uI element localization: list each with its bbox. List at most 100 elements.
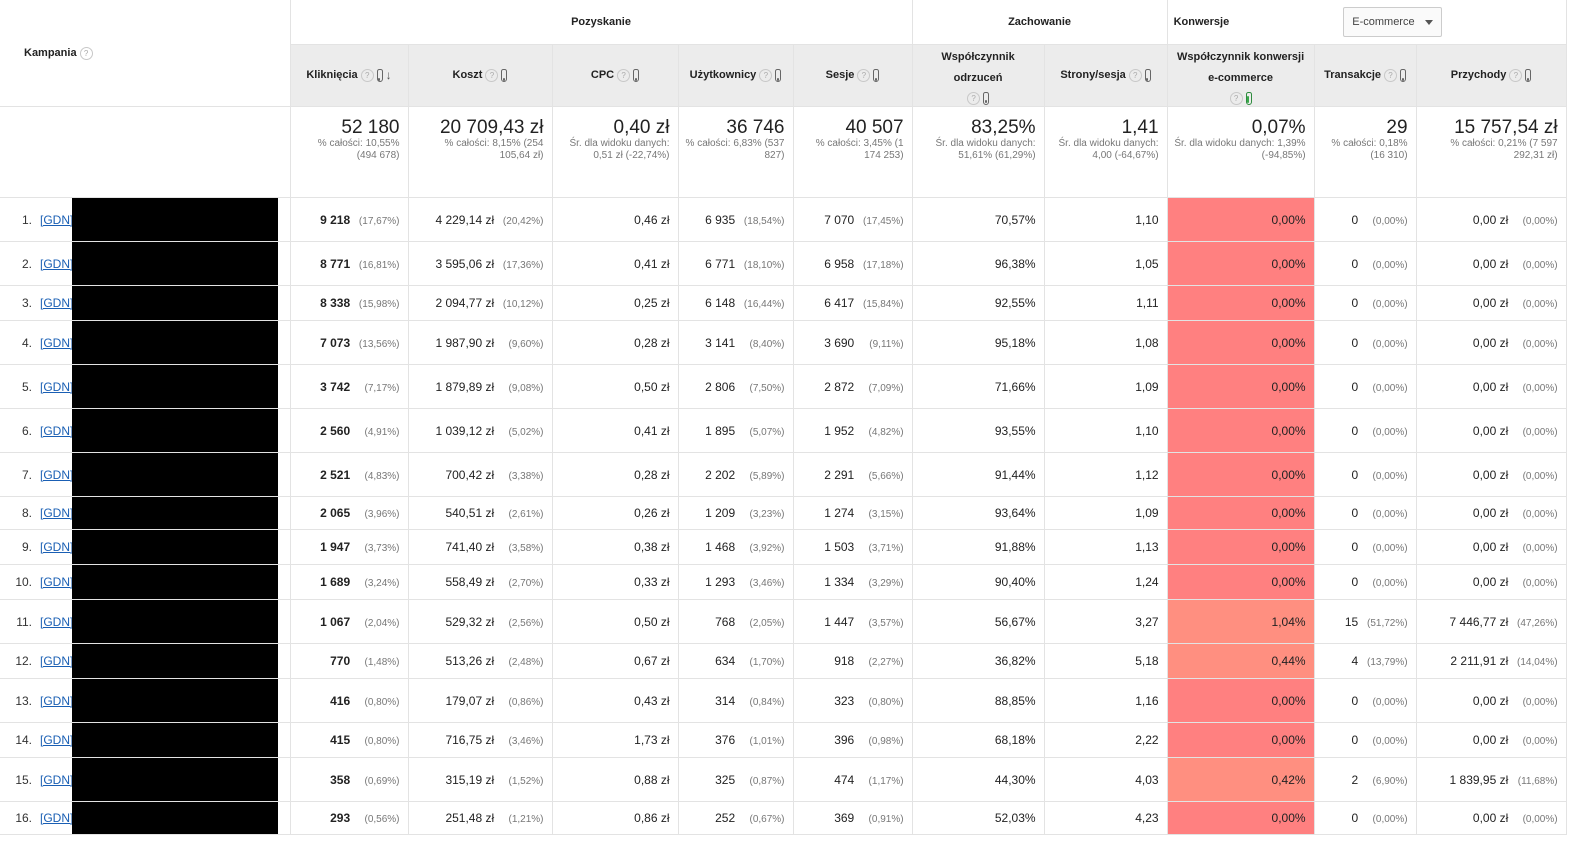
campaign-link[interactable]: [GDN] xyxy=(40,614,74,629)
total-cpc: 0,40 zł Śr. dla widoku danych: 0,51 zł (-… xyxy=(551,106,679,198)
help-icon[interactable]: ? xyxy=(967,91,981,105)
cpc-cell: 0,88 zł xyxy=(551,757,679,802)
transactions-cell: 0 (0,00%) xyxy=(1313,241,1417,286)
col-cpc[interactable]: CPC? xyxy=(551,44,679,107)
heatmap-icon[interactable] xyxy=(983,91,990,105)
clicks-cell: 8 338 (15,98%) xyxy=(289,285,409,321)
col-sessions[interactable]: Sesje? xyxy=(792,44,913,107)
col-bounce-rate[interactable]: Współczynnik odrzuceń? xyxy=(911,44,1045,107)
heatmap-icon[interactable] xyxy=(633,69,640,82)
campaign-link[interactable]: [GDN] xyxy=(40,540,74,554)
cpc-cell: 0,28 zł xyxy=(551,320,679,365)
campaign-link[interactable]: [GDN] xyxy=(40,654,74,668)
cpc-cell: 1,73 zł xyxy=(551,722,679,758)
sessions-cell: 6 417 (15,84%) xyxy=(792,285,913,321)
table-row[interactable]: 15. [GDN] 358 (0,69%) 315,19 zł (1,52%) 0,88… xyxy=(0,757,1567,802)
campaign-link[interactable]: [GDN] xyxy=(40,693,74,708)
conversion-type-dropdown[interactable]: E-commerce xyxy=(1343,7,1442,37)
transactions-cell: 0 (0,00%) xyxy=(1313,364,1417,409)
heatmap-icon[interactable] xyxy=(775,69,782,82)
col-pages-per-session[interactable]: Strony/sesja? xyxy=(1043,44,1168,107)
conv-rate-cell: 0,00% xyxy=(1166,285,1315,321)
table-row[interactable]: 10. [GDN] 1 689 (3,24%) 558,49 zł (2,70%) 0,… xyxy=(0,564,1567,600)
campaign-link[interactable]: [GDN] xyxy=(40,256,74,271)
help-icon[interactable]: ? xyxy=(1509,69,1523,82)
pages-cell: 1,24 xyxy=(1043,564,1168,600)
heatmap-icon[interactable] xyxy=(501,69,508,82)
table-row[interactable]: 12. [GDN] 770 (1,48%) 513,26 zł (2,48%) 0,67… xyxy=(0,643,1567,679)
campaign-column-header[interactable]: Kampania ? xyxy=(0,0,291,107)
heatmap-icon[interactable] xyxy=(376,69,383,82)
help-icon[interactable]: ? xyxy=(1229,91,1243,105)
table-row[interactable]: 8. [GDN] 2 065 (3,96%) 540,51 zł (2,61%) 0,2… xyxy=(0,496,1567,530)
campaign-link[interactable]: [GDN] xyxy=(40,575,74,589)
heatmap-icon[interactable] xyxy=(1400,69,1406,82)
help-icon[interactable]: ? xyxy=(857,69,871,82)
col-conversion-rate[interactable]: Współczynnik konwersji e-commerce? xyxy=(1166,44,1315,107)
table-row[interactable]: 9. [GDN] 1 947 (3,73%) 741,40 zł (3,58%) 0,3… xyxy=(0,529,1567,565)
bounce-cell: 36,82% xyxy=(911,643,1045,679)
users-cell: 3 141 (8,40%) xyxy=(677,320,794,365)
conv-rate-cell: 0,00% xyxy=(1166,408,1315,453)
campaign-link[interactable]: [GDN] xyxy=(40,379,74,394)
campaign-link[interactable]: [GDN] xyxy=(40,296,74,310)
help-icon[interactable]: ? xyxy=(485,69,499,82)
heatmap-icon[interactable] xyxy=(873,69,880,82)
table-row[interactable]: 5. [GDN] 3 742 (7,17%) 1 879,89 zł (9,08%) 0… xyxy=(0,364,1567,409)
table-row[interactable]: 2. [GDN] 8 771 (16,81%) 3 595,06 zł (17,36%… xyxy=(0,241,1567,286)
campaign-link[interactable]: [GDN] xyxy=(40,811,74,825)
heatmap-icon[interactable] xyxy=(1144,69,1151,82)
table-row[interactable]: 11. [GDN] 1 067 (2,04%) 529,32 zł (2,56%) 0,… xyxy=(0,599,1567,644)
campaign-link[interactable]: [GDN] xyxy=(40,467,74,482)
pages-cell: 1,11 xyxy=(1043,285,1168,321)
redaction-block xyxy=(72,802,278,834)
table-row[interactable]: 6. [GDN] 2 560 (4,91%) 1 039,12 zł (5,02%) 0… xyxy=(0,408,1567,453)
col-clicks[interactable]: Kliknięcia? ↓ xyxy=(289,44,409,107)
col-revenue[interactable]: Przychody? xyxy=(1415,44,1567,107)
row-index: 10. xyxy=(15,575,32,589)
row-index: 12. xyxy=(15,654,32,668)
help-icon[interactable]: ? xyxy=(360,69,374,82)
cost-cell: 1 879,89 zł (9,08%) xyxy=(407,364,553,409)
help-icon[interactable]: ? xyxy=(79,46,93,60)
campaign-cell: 15. [GDN] xyxy=(0,757,291,802)
col-transactions[interactable]: Transakcje? xyxy=(1313,44,1417,107)
heatmap-active-icon[interactable] xyxy=(1245,91,1252,105)
table-row[interactable]: 1. [GDN] 9 218 (17,67%) 4 229,14 zł (20,42%… xyxy=(0,197,1567,242)
campaign-link[interactable]: [GDN] xyxy=(40,772,74,787)
campaign-link[interactable]: [GDN] xyxy=(40,733,74,747)
cost-cell: 315,19 zł (1,52%) xyxy=(407,757,553,802)
col-users[interactable]: Użytkownicy? xyxy=(677,44,794,107)
users-cell: 6 148 (16,44%) xyxy=(677,285,794,321)
revenue-cell: 1 839,95 zł (11,68%) xyxy=(1415,757,1567,802)
campaign-link[interactable]: [GDN] xyxy=(40,506,74,520)
users-cell: 1 293 (3,46%) xyxy=(677,564,794,600)
users-cell: 2 202 (5,89%) xyxy=(677,452,794,497)
sessions-cell: 396 (0,98%) xyxy=(792,722,913,758)
col-cost[interactable]: Koszt? xyxy=(407,44,553,107)
revenue-cell: 0,00 zł (0,00%) xyxy=(1415,241,1567,286)
heatmap-icon[interactable] xyxy=(1525,69,1532,82)
cpc-cell: 0,33 zł xyxy=(551,564,679,600)
help-icon[interactable]: ? xyxy=(759,69,773,82)
pages-cell: 2,22 xyxy=(1043,722,1168,758)
table-row[interactable]: 4. [GDN] 7 073 (13,56%) 1 987,90 zł (9,60%)… xyxy=(0,320,1567,365)
clicks-cell: 2 521 (4,83%) xyxy=(289,452,409,497)
campaign-link[interactable]: [GDN] xyxy=(40,423,74,438)
sessions-cell: 1 274 (3,15%) xyxy=(792,496,913,530)
cpc-cell: 0,50 zł xyxy=(551,364,679,409)
campaign-link[interactable]: [GDN] xyxy=(40,335,74,350)
table-row[interactable]: 14. [GDN] 415 (0,80%) 716,75 zł (3,46%) 1,73… xyxy=(0,722,1567,758)
bounce-cell: 91,44% xyxy=(911,452,1045,497)
table-row[interactable]: 13. [GDN] 416 (0,80%) 179,07 zł (0,86%) 0,43… xyxy=(0,678,1567,723)
help-icon[interactable]: ? xyxy=(1384,69,1397,82)
row-index: 5. xyxy=(21,379,32,394)
campaign-link[interactable]: [GDN] xyxy=(40,212,74,227)
cpc-cell: 0,46 zł xyxy=(551,197,679,242)
table-row[interactable]: 16. [GDN] 293 (0,56%) 251,48 zł (1,21%) 0,86… xyxy=(0,801,1567,835)
help-icon[interactable]: ? xyxy=(617,69,631,82)
table-row[interactable]: 3. [GDN] 8 338 (15,98%) 2 094,77 zł (10,12%… xyxy=(0,285,1567,321)
table-row[interactable]: 7. [GDN] 2 521 (4,83%) 700,42 zł (3,38%) 0,2… xyxy=(0,452,1567,497)
sort-desc-icon[interactable]: ↓ xyxy=(385,68,392,82)
help-icon[interactable]: ? xyxy=(1128,69,1142,82)
